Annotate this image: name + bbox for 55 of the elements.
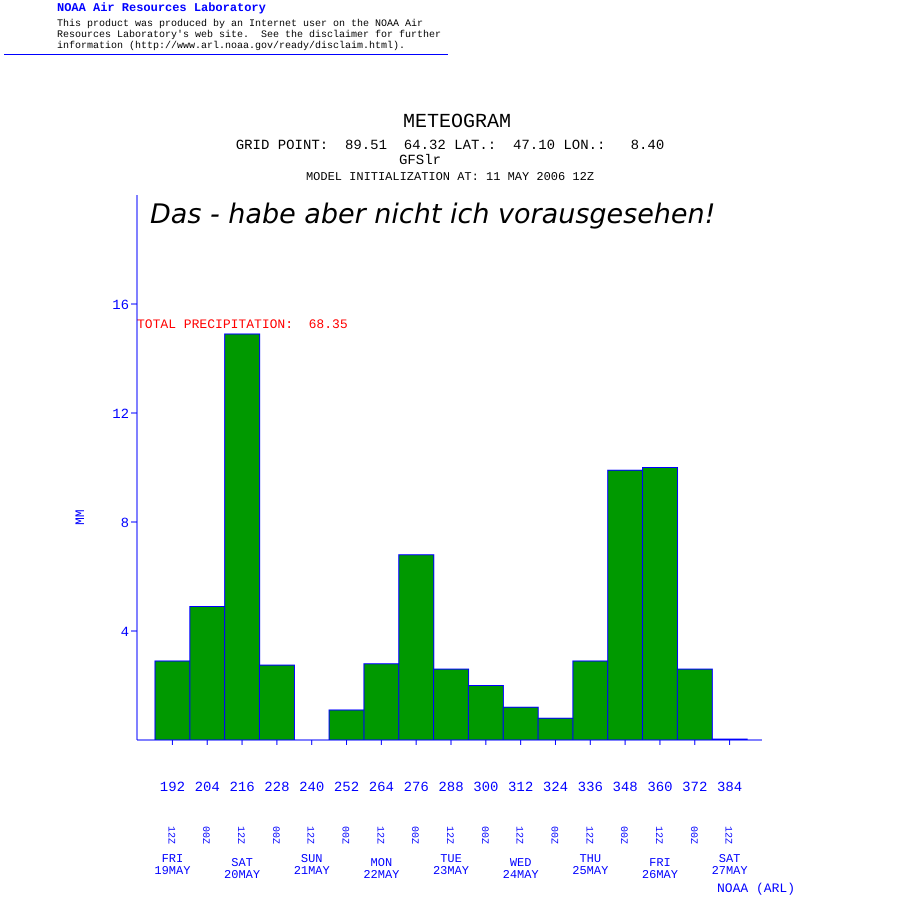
x-tick-label: 372 (682, 780, 708, 796)
text: MON 22MAY (363, 856, 400, 882)
text: 12Z (512, 826, 524, 844)
annotation: TOTAL PRECIPITATION: 68.35 (137, 317, 348, 332)
annotation: Das - habe aber nicht ich vorausgesehen! (150, 199, 716, 230)
text: 00Z (268, 826, 280, 844)
y-tick-label: 12 (112, 406, 129, 423)
x-tick-label: 348 (612, 780, 638, 796)
x-tick-label: 240 (299, 780, 324, 796)
x-tick-label: 192 (160, 780, 186, 796)
text: 00Z (338, 826, 350, 844)
text: TUE 23MAY (432, 852, 470, 878)
text: 00Z (199, 826, 210, 844)
text: 00Z (617, 826, 628, 844)
x-tick-label: 228 (264, 780, 290, 796)
text: SAT 27MAY (712, 852, 748, 878)
x-tick-label: 384 (716, 780, 742, 796)
chart-title: METEOGRAM (402, 111, 512, 134)
chart-subtitle: GRID POINT: 89.51 64.32 LAT.: 47.10 LON.: 8.40 GFSlr MODEL INITIALIZATION AT: 11 MAY 2006 12Z (234, 138, 666, 184)
text: 12Z (652, 826, 663, 844)
text: SAT 20MAY (224, 856, 260, 882)
x-tick-label: 276 (404, 780, 429, 796)
text: 00Z (547, 826, 558, 844)
text: 12Z (304, 826, 315, 844)
x-tick-label: 324 (542, 780, 568, 796)
text: FRI 19MAY (154, 852, 190, 878)
x-tick-label: 264 (368, 780, 394, 796)
text: 00Z (408, 826, 420, 844)
text: WED 24MAY (502, 856, 539, 882)
text: NOAA (ARL) (717, 881, 796, 896)
text: SUN 21MAY (294, 852, 330, 878)
y-tick-label: 4 (120, 624, 129, 641)
text: 12Z (164, 826, 176, 844)
text: 12Z (373, 826, 384, 844)
x-tick-label: 360 (647, 780, 673, 796)
text: 12Z (582, 826, 594, 844)
x-tick-label: 336 (578, 780, 603, 796)
x-tick-label: 204 (194, 780, 220, 796)
y-tick-label: 16 (112, 298, 129, 314)
x-tick-label: 300 (473, 780, 498, 796)
x-tick-label: 312 (508, 780, 534, 796)
text: 12Z (443, 826, 454, 844)
text: 00Z (478, 826, 489, 844)
x-tick-label: 216 (229, 780, 255, 796)
x-tick-label: 252 (334, 780, 360, 796)
text: NOAA Air Resources Laboratory (57, 1, 266, 16)
text: This product was produced by an Internet user on the NOAA Air Resources Laboratory's web site. See the disclaimer for further information (http://www.arl.noaa.gov/ready/disclaim.html). (57, 19, 442, 52)
text: FRI 26MAY (642, 856, 678, 882)
text: THU 25MAY (572, 852, 608, 878)
text: 12Z (234, 826, 246, 844)
y-tick-label: 8 (120, 516, 129, 532)
text: 00Z (686, 826, 698, 844)
y-axis-title: MM (73, 509, 88, 525)
text: 12Z (722, 826, 733, 844)
x-tick-label: 288 (438, 780, 464, 796)
